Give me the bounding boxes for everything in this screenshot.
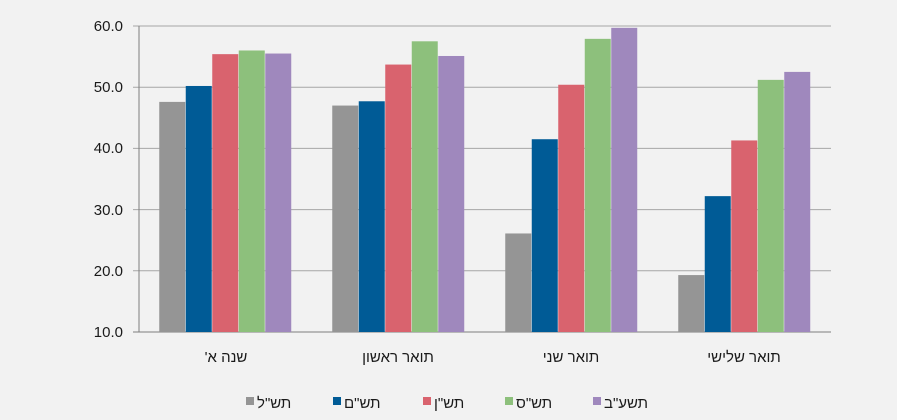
legend: תש"ל תש"ם תש"ן תש"ס תשע"ב xyxy=(246,395,648,412)
x-tick-label: תואר ראשון xyxy=(362,349,434,366)
bar xyxy=(678,275,705,332)
bar xyxy=(611,27,638,333)
bar xyxy=(438,55,465,332)
legend-swatch xyxy=(593,397,601,405)
bar xyxy=(704,196,731,332)
bar xyxy=(212,54,239,332)
y-tick-label: 30.0 xyxy=(94,202,123,219)
bar xyxy=(505,233,532,332)
bars xyxy=(159,27,811,333)
bar xyxy=(757,79,784,332)
y-tick-label: 10.0 xyxy=(94,324,123,341)
legend-swatch xyxy=(246,397,254,405)
y-tick-label: 40.0 xyxy=(94,140,123,157)
legend-swatch xyxy=(505,397,513,405)
x-tick-label: תואר שלישי xyxy=(707,349,781,366)
y-axis: 10.0 20.0 30.0 40.0 50.0 60.0 xyxy=(94,18,123,341)
legend-label: תש"ם xyxy=(344,395,381,412)
bar xyxy=(584,38,611,333)
bar xyxy=(731,140,758,332)
bar xyxy=(265,53,292,332)
bar xyxy=(159,101,186,332)
x-axis: שנה א' תואר ראשון תואר שני תואר שלישי xyxy=(205,349,781,366)
bar xyxy=(332,105,359,332)
x-tick-label: שנה א' xyxy=(205,349,248,366)
legend-label: תש"ן xyxy=(434,395,464,412)
y-tick-label: 50.0 xyxy=(94,79,123,96)
bar xyxy=(385,64,412,332)
legend-label: תש"ס xyxy=(516,395,552,412)
bar xyxy=(558,84,585,332)
x-tick-label: תואר שני xyxy=(543,349,600,366)
legend-label: תש"ל xyxy=(257,395,291,412)
bar xyxy=(784,71,811,333)
legend-label: תשע"ב xyxy=(604,395,648,412)
legend-swatch xyxy=(423,397,431,405)
bar xyxy=(411,41,438,333)
bar xyxy=(358,101,385,332)
legend-swatch xyxy=(333,397,341,405)
bar xyxy=(238,50,265,332)
y-tick-label: 60.0 xyxy=(94,18,123,35)
y-tick-label: 20.0 xyxy=(94,263,123,280)
bar xyxy=(531,139,558,332)
bar xyxy=(185,85,212,332)
